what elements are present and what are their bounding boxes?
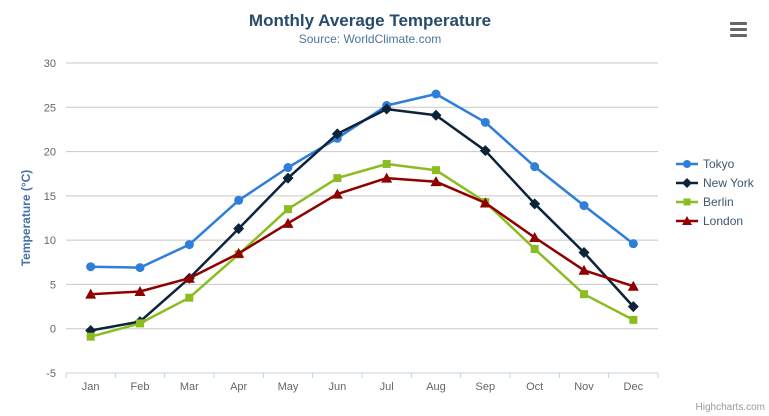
legend-label: London [703,214,744,228]
y-tick-label: 25 [44,102,56,114]
x-tick-label: Aug [426,381,446,393]
data-point-marker[interactable] [331,128,343,140]
data-point-marker[interactable] [530,245,539,253]
data-point-marker[interactable] [479,197,491,208]
chart-subtitle: Source: WorldClimate.com [298,32,442,46]
data-point-marker[interactable] [85,288,97,299]
data-point-marker[interactable] [682,178,692,188]
series-line-tokyo [90,92,635,269]
y-tick-label: 10 [44,235,56,247]
data-point-marker[interactable] [628,239,638,249]
export-menu-button[interactable] [728,20,752,42]
data-point-marker[interactable] [683,160,691,168]
chart-title: Monthly Average Temperature [248,11,492,30]
data-point-marker[interactable] [333,174,342,183]
data-point-marker[interactable] [284,205,292,214]
data-point-marker[interactable] [629,315,638,324]
data-point-marker[interactable] [579,201,589,211]
x-tick-label: May [278,381,299,393]
data-point-marker[interactable] [381,103,393,115]
legend-item-berlin[interactable]: Berlin [676,195,754,209]
legend: Tokyo New York Berlin London [676,157,754,228]
data-point-marker[interactable] [233,223,245,235]
data-point-marker[interactable] [234,195,244,205]
data-point-marker[interactable] [480,117,490,127]
data-point-marker[interactable] [183,272,195,283]
data-point-marker[interactable] [382,159,391,168]
data-point-marker[interactable] [135,263,145,273]
y-tick-label: 20 [44,147,56,159]
data-point-marker[interactable] [530,162,540,172]
x-tick-label: Nov [574,381,594,393]
y-tick-label: -5 [46,368,56,380]
data-point-marker[interactable] [134,286,146,297]
data-point-marker[interactable] [136,319,144,328]
data-point-marker[interactable] [86,262,96,272]
data-point-marker[interactable] [233,247,245,258]
data-point-marker[interactable] [529,198,541,210]
data-point-marker[interactable] [682,216,692,225]
series-line-berlin [90,162,634,338]
series-new-york [85,103,639,336]
data-point-marker[interactable] [580,290,588,299]
diamond-marker-icon [676,178,698,188]
x-tick-label: Dec [624,381,644,393]
legend-label: New York [703,176,754,190]
x-tick-label: Sep [476,381,496,393]
data-point-marker[interactable] [578,247,590,259]
legend-item-tokyo[interactable]: Tokyo [676,157,754,171]
y-tick-label: 15 [44,191,56,203]
legend-item-new-york[interactable]: New York [676,176,754,190]
x-tick-label: Jul [380,381,394,393]
data-point-marker[interactable] [627,301,639,313]
series-line-new-york [90,107,635,332]
data-point-marker[interactable] [683,198,691,206]
y-axis-title: Temperature (°C) [19,169,33,267]
data-point-marker[interactable] [185,293,194,302]
data-point-marker[interactable] [184,240,194,250]
data-point-marker[interactable] [282,217,294,228]
legend-item-london[interactable]: London [676,214,754,228]
data-point-marker[interactable] [283,163,293,173]
x-tick-label: Jan [82,381,100,393]
y-tick-label: 0 [50,324,56,336]
x-tick-label: Oct [526,381,543,393]
data-point-marker[interactable] [627,280,639,291]
data-point-marker[interactable] [430,109,442,121]
data-point-marker[interactable] [529,231,541,242]
legend-label: Tokyo [703,157,735,171]
data-point-marker[interactable] [331,188,343,199]
series-tokyo [86,89,638,273]
data-point-marker[interactable] [431,89,441,99]
credits-link[interactable]: Highcharts.com [695,402,765,413]
data-point-marker[interactable] [86,332,95,341]
data-point-marker[interactable] [432,166,440,175]
series-london [85,172,639,299]
data-point-marker[interactable] [578,264,590,275]
x-tick-label: Feb [131,381,150,393]
triangle-marker-icon [676,216,698,225]
legend-label: Berlin [703,195,734,209]
circle-marker-icon [676,160,698,168]
x-tick-label: Apr [230,381,247,393]
data-point-marker[interactable] [479,145,491,157]
y-tick-label: 30 [44,58,56,70]
series-line-london [90,176,634,296]
square-marker-icon [676,198,698,206]
data-point-marker[interactable] [282,172,294,184]
x-tick-label: Jun [328,381,346,393]
data-point-marker[interactable] [430,176,442,187]
hamburger-icon [730,22,750,37]
x-tick-label: Mar [180,381,199,393]
y-tick-label: 5 [50,279,56,291]
data-point-marker[interactable] [381,172,393,183]
